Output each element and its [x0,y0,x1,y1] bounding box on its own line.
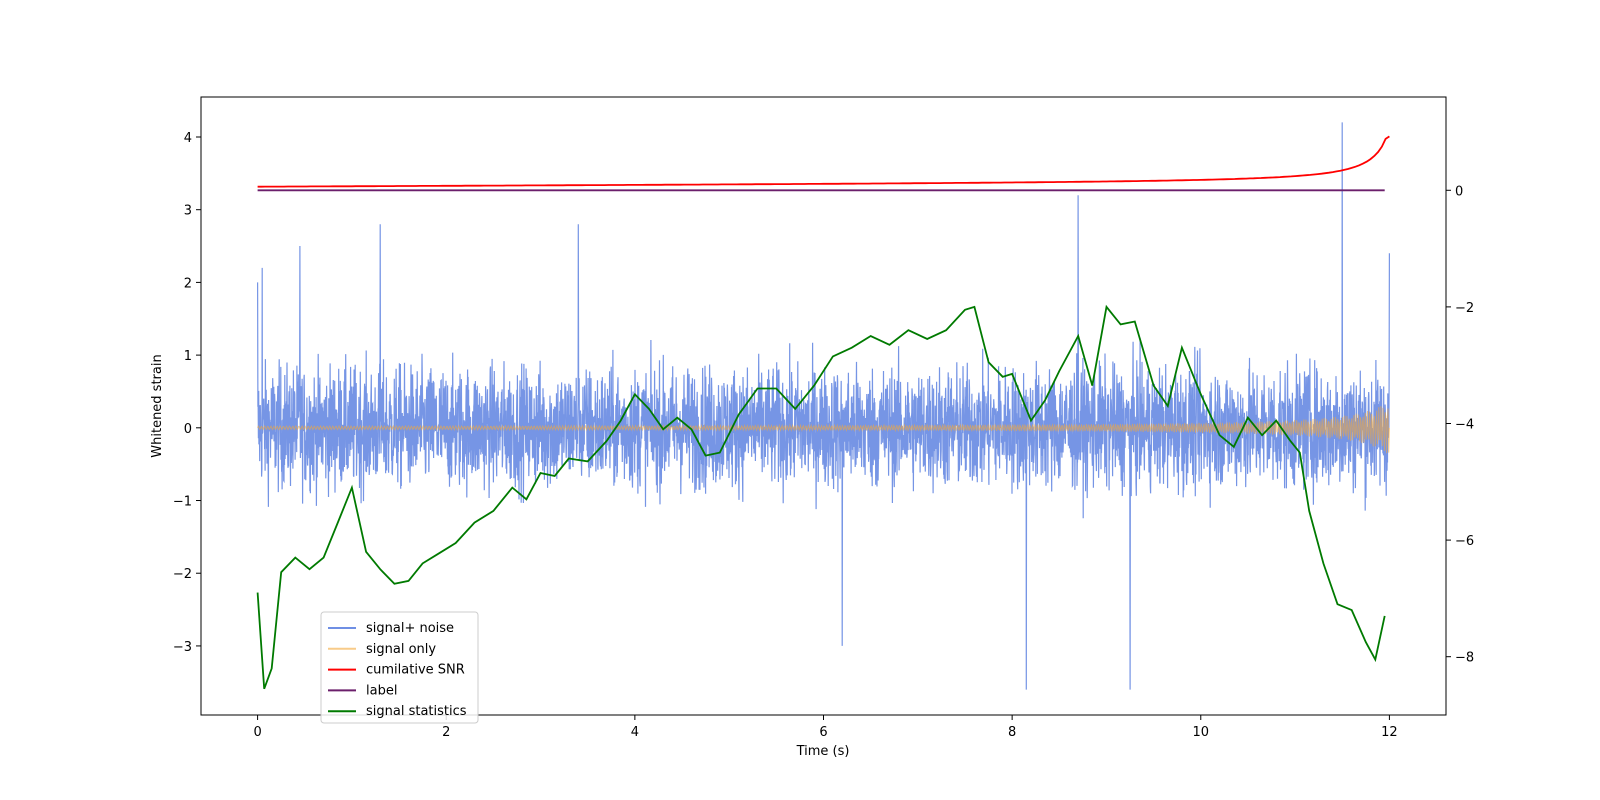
y-axis-right: −8 −6 −4 −2 0 [1446,184,1474,666]
legend-item-signal-noise: signal+ noise [328,621,454,636]
signal-statistics-series [256,304,1386,690]
signal-only-series [257,406,1390,454]
legend-item-label: label [328,683,397,698]
cumilative-snr-series [257,135,1390,188]
y-tick-label: 3 [184,204,192,219]
y-axis-left: −3 −2 −1 0 1 2 3 4 [173,131,201,655]
x-tick-label: 4 [631,725,639,740]
y-tick-label: 0 [184,422,192,437]
x-tick-label: 12 [1381,725,1398,740]
y2-tick-label: −8 [1455,651,1474,666]
legend: signal+ noise signal only cumilative SNR la… [320,611,479,724]
x-tick-label: 2 [442,725,450,740]
y-tick-label: −1 [173,495,192,510]
signal-noise-series [257,122,1390,690]
y2-tick-label: −2 [1455,301,1474,316]
legend-label: signal only [366,642,436,657]
x-tick-label: 8 [1008,725,1016,740]
y2-tick-label: −4 [1455,417,1474,432]
y2-tick-label: −6 [1455,534,1474,549]
legend-item-signal-only: signal only [328,642,436,657]
legend-label: signal+ noise [366,621,454,636]
y-axis-label: Whitened strain [150,354,165,457]
y-tick-label: 1 [184,349,192,364]
x-tick-label: 0 [253,725,261,740]
legend-label: signal statistics [366,704,467,719]
y-tick-label: −2 [173,567,192,582]
y-tick-label: 4 [184,131,192,146]
y-tick-label: −3 [173,640,192,655]
series-layer [256,122,1390,690]
legend-box [320,611,479,724]
x-tick-label: 10 [1192,725,1209,740]
x-axis-label: Time (s) [796,744,850,759]
legend-label: cumilative SNR [366,663,465,678]
legend-item-signal-statistics: signal statistics [328,704,467,719]
legend-item-cumilative-snr: cumilative SNR [328,663,465,678]
legend-label: label [366,683,397,698]
y-tick-label: 2 [184,276,192,291]
y2-tick-label: 0 [1455,184,1463,199]
x-tick-label: 6 [819,725,827,740]
